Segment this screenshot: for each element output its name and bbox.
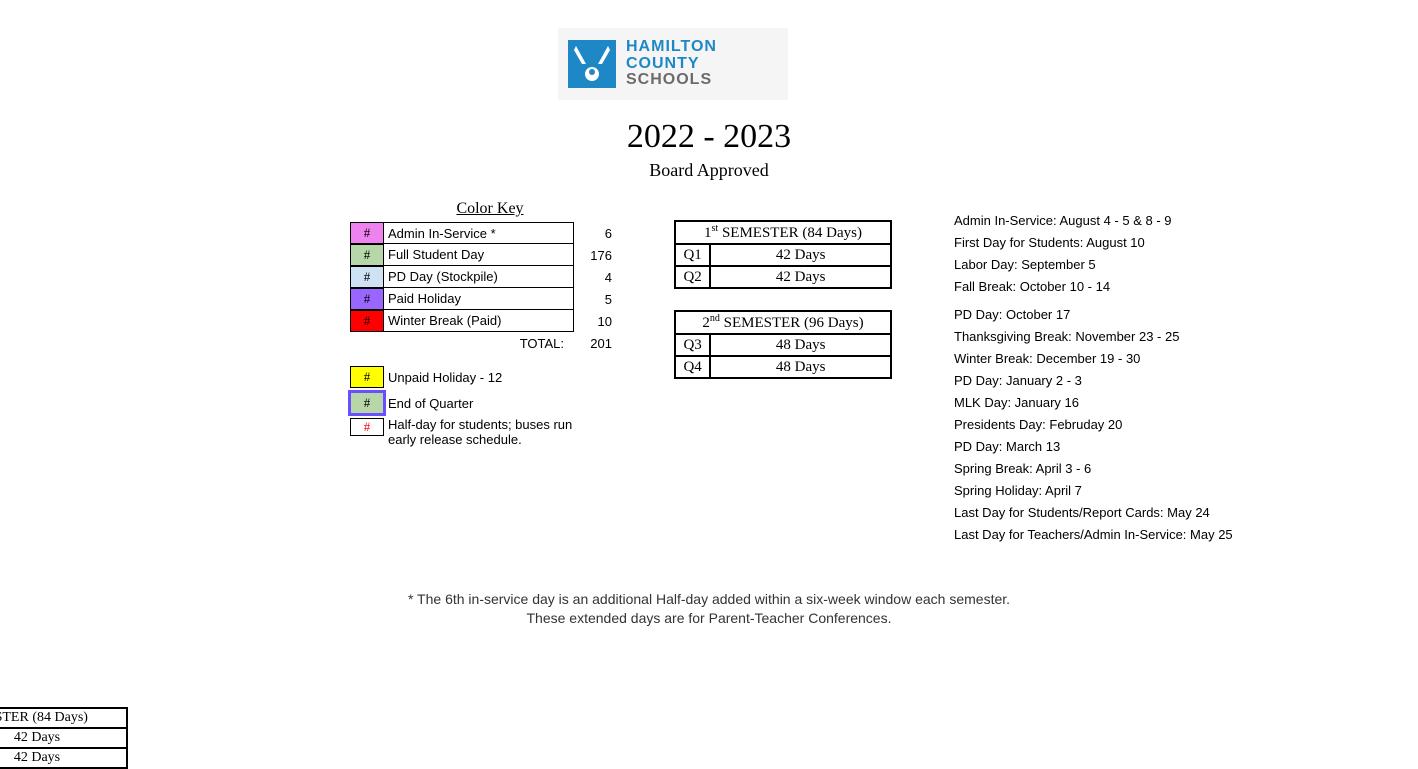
clipped-semester-fragment: ESTER (84 Days) 42 Days 42 Days [0,707,128,769]
colorkey-label: Half-day for students; buses run early r… [384,418,604,448]
colorkey-swatch: # [350,244,384,266]
colorkey-swatch: # [350,222,384,244]
semester-2-block: 2nd SEMESTER (96 Days) Q3 48 Days Q4 48 … [674,310,892,379]
date-item: Winter Break: December 19 - 30 [954,348,1233,370]
colorkey-loose-row: #Half-day for students; buses run early … [350,418,614,454]
semester-2-table: 2nd SEMESTER (96 Days) Q3 48 Days Q4 48 … [674,310,892,379]
date-item: PD Day: March 13 [954,436,1233,458]
semester-1-block: 1st SEMESTER (84 Days) Q1 42 Days Q2 42 … [674,220,892,289]
semester-2-header: 2nd SEMESTER (96 Days) [675,311,891,334]
logo-line3: SCHOOLS [626,72,717,89]
school-logo-text: HAMILTON COUNTY SCHOOLS [626,39,717,89]
total-label: TOTAL: [350,336,574,351]
clipped-r2: 42 Days [0,748,127,768]
colorkey-swatch: # [350,266,384,288]
colorkey-count: 6 [574,222,614,244]
date-item: MLK Day: January 16 [954,392,1233,414]
colorkey-label: PD Day (Stockpile) [384,266,574,288]
colorkey-label: Unpaid Holiday - 12 [384,366,604,388]
s2-q4-label: Q4 [675,356,710,378]
colorkey-swatch: # [350,418,384,436]
colorkey-count: 5 [574,288,614,310]
footnote: * The 6th in-service day is an additiona… [0,590,1418,628]
colorkey-loose-row: #Unpaid Holiday - 12 [350,366,614,388]
date-item: Admin In-Service: August 4 - 5 & 8 - 9 [954,210,1233,232]
semester-1-header: 1st SEMESTER (84 Days) [675,221,891,244]
colorkey-row: #Full Student Day176 [350,244,614,266]
footnote-line1: * The 6th in-service day is an additiona… [0,590,1418,609]
colorkey-count: 176 [574,244,614,266]
school-logo-block: HAMILTON COUNTY SCHOOLS [558,28,788,100]
colorkey-swatch: # [350,310,384,332]
colorkey-swatch: # [350,392,384,414]
colorkey-label: Winter Break (Paid) [384,310,574,332]
colorkey-label: Full Student Day [384,244,574,266]
date-item: PD Day: October 17 [954,304,1233,326]
subtitle: Board Approved [0,160,1418,181]
colorkey-total-row: TOTAL: 201 [350,332,614,354]
colorkey: #Admin In-Service *6#Full Student Day176… [350,222,614,458]
colorkey-swatch: # [350,288,384,310]
year-title: 2022 - 2023 [0,118,1418,156]
date-item: First Day for Students: August 10 [954,232,1233,254]
colorkey-swatch: # [350,366,384,388]
s1-q1-days: 42 Days [710,244,891,266]
s2-q4-days: 48 Days [710,356,891,378]
colorkey-title: Color Key [350,200,630,218]
date-item: Presidents Day: Februday 20 [954,414,1233,436]
logo-line1: HAMILTON [626,39,717,56]
colorkey-label: Paid Holiday [384,288,574,310]
colorkey-row: #Winter Break (Paid)10 [350,310,614,332]
s2-q3-label: Q3 [675,334,710,356]
date-item: Spring Holiday: April 7 [954,480,1233,502]
date-item: Last Day for Students/Report Cards: May … [954,502,1233,524]
date-item: Labor Day: September 5 [954,254,1233,276]
s1-q1-label: Q1 [675,244,710,266]
logo-line2: COUNTY [626,56,717,73]
colorkey-loose-row: #End of Quarter [350,392,614,414]
colorkey-count: 4 [574,266,614,288]
footnote-line2: These extended days are for Parent-Teach… [0,609,1418,628]
colorkey-row: #Admin In-Service *6 [350,222,614,244]
colorkey-row: #PD Day (Stockpile)4 [350,266,614,288]
calendar-page: HAMILTON COUNTY SCHOOLS 2022 - 2023 Boar… [0,0,1418,751]
s2-q3-days: 48 Days [710,334,891,356]
colorkey-row: #Paid Holiday5 [350,288,614,310]
clipped-r1: 42 Days [0,728,127,748]
s1-q2-label: Q2 [675,266,710,288]
date-item: Thanksgiving Break: November 23 - 25 [954,326,1233,348]
important-dates-list: Admin In-Service: August 4 - 5 & 8 - 9Fi… [954,210,1233,546]
date-item: Last Day for Teachers/Admin In-Service: … [954,524,1233,546]
colorkey-count: 10 [574,310,614,332]
semester-1-table: 1st SEMESTER (84 Days) Q1 42 Days Q2 42 … [674,220,892,289]
colorkey-label: Admin In-Service * [384,222,574,244]
date-item: Fall Break: October 10 - 14 [954,276,1233,298]
s1-q2-days: 42 Days [710,266,891,288]
school-logo-icon [568,40,616,88]
date-item: Spring Break: April 3 - 6 [954,458,1233,480]
total-value: 201 [574,336,614,351]
colorkey-label: End of Quarter [384,392,604,414]
date-item: PD Day: January 2 - 3 [954,370,1233,392]
clipped-header: ESTER (84 Days) [0,708,127,728]
